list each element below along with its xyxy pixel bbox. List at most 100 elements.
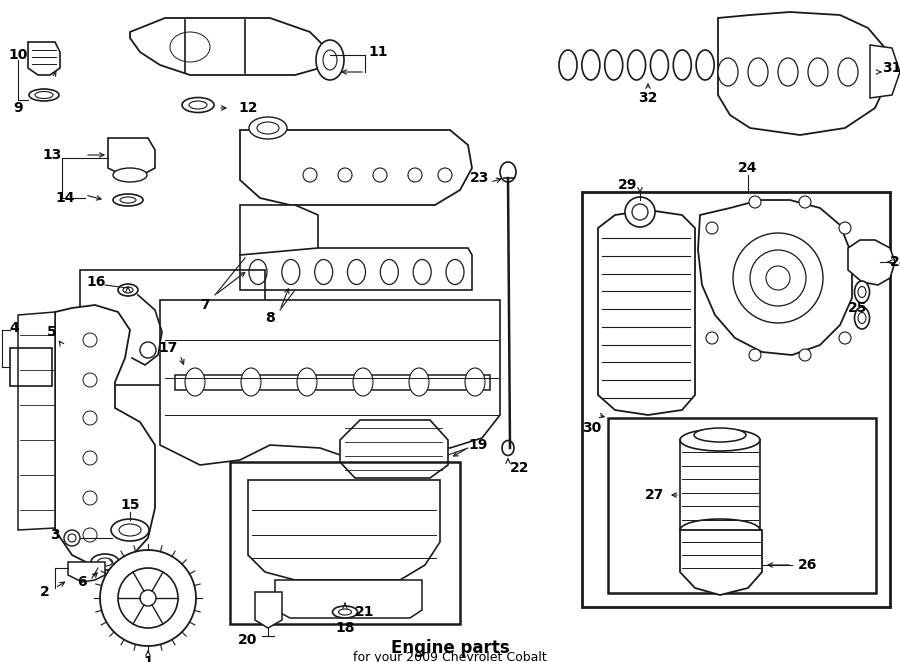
Bar [230, 462, 460, 624]
Ellipse shape [627, 50, 645, 80]
Ellipse shape [282, 260, 300, 285]
Ellipse shape [559, 50, 577, 80]
Polygon shape [255, 592, 282, 628]
Ellipse shape [97, 558, 112, 566]
Text: 5: 5 [47, 325, 57, 339]
Text: 2: 2 [40, 585, 50, 599]
Text: 20: 20 [238, 633, 257, 647]
Ellipse shape [719, 50, 737, 80]
Polygon shape [718, 12, 888, 135]
Ellipse shape [316, 40, 344, 80]
Ellipse shape [854, 307, 869, 329]
Text: 8: 8 [266, 311, 274, 325]
Circle shape [100, 550, 196, 646]
Ellipse shape [353, 368, 373, 396]
Polygon shape [240, 248, 472, 290]
Text: 27: 27 [645, 488, 665, 502]
Circle shape [83, 451, 97, 465]
Circle shape [839, 332, 851, 344]
Ellipse shape [338, 609, 352, 615]
Bar [608, 418, 876, 593]
Ellipse shape [347, 260, 365, 285]
Ellipse shape [249, 260, 267, 285]
Ellipse shape [582, 50, 600, 80]
Ellipse shape [694, 428, 746, 442]
Circle shape [83, 491, 97, 505]
Ellipse shape [189, 101, 207, 109]
Text: 1: 1 [143, 655, 153, 662]
Ellipse shape [332, 606, 357, 618]
Ellipse shape [297, 368, 317, 396]
Polygon shape [275, 580, 422, 618]
Ellipse shape [182, 97, 214, 113]
Ellipse shape [502, 440, 514, 455]
Circle shape [766, 266, 790, 290]
Ellipse shape [465, 368, 485, 396]
Ellipse shape [748, 58, 768, 86]
Text: 15: 15 [121, 498, 140, 512]
Ellipse shape [680, 429, 760, 451]
Circle shape [373, 168, 387, 182]
Circle shape [118, 568, 178, 628]
Text: 16: 16 [86, 275, 105, 289]
Text: 10: 10 [8, 48, 28, 62]
Polygon shape [108, 138, 155, 175]
Circle shape [799, 196, 811, 208]
Ellipse shape [123, 287, 133, 293]
Bar [582, 192, 890, 607]
Polygon shape [248, 480, 440, 580]
Ellipse shape [170, 32, 210, 62]
Text: 22: 22 [510, 461, 530, 475]
Polygon shape [55, 305, 155, 568]
Polygon shape [848, 240, 895, 285]
Polygon shape [340, 420, 448, 478]
Text: 31: 31 [882, 61, 900, 75]
Polygon shape [240, 205, 318, 272]
Polygon shape [240, 130, 472, 205]
Bar [80, 270, 265, 385]
Ellipse shape [257, 122, 279, 134]
Text: 13: 13 [42, 148, 62, 162]
Circle shape [632, 204, 648, 220]
Circle shape [64, 530, 80, 546]
Circle shape [83, 373, 97, 387]
Circle shape [338, 168, 352, 182]
Text: 23: 23 [471, 171, 490, 185]
Ellipse shape [249, 117, 287, 139]
Text: 11: 11 [368, 45, 388, 59]
Bar [10, 348, 52, 386]
Ellipse shape [185, 368, 205, 396]
Text: 12: 12 [238, 101, 257, 115]
Ellipse shape [35, 91, 53, 99]
Ellipse shape [673, 50, 691, 80]
Circle shape [83, 333, 97, 347]
Circle shape [750, 250, 806, 306]
Text: 9: 9 [14, 101, 22, 115]
Text: 3: 3 [50, 528, 59, 542]
Text: 21: 21 [356, 605, 374, 619]
Ellipse shape [838, 58, 858, 86]
Text: 17: 17 [158, 341, 177, 355]
Ellipse shape [323, 50, 337, 70]
Ellipse shape [778, 58, 798, 86]
Circle shape [625, 197, 655, 227]
Circle shape [706, 222, 718, 234]
Ellipse shape [118, 284, 138, 296]
Circle shape [706, 332, 718, 344]
Ellipse shape [500, 162, 516, 182]
Ellipse shape [241, 368, 261, 396]
Polygon shape [18, 312, 55, 530]
Ellipse shape [605, 50, 623, 80]
Circle shape [303, 168, 317, 182]
Polygon shape [175, 375, 490, 390]
Text: 18: 18 [335, 621, 355, 635]
Circle shape [733, 233, 823, 323]
Circle shape [749, 349, 761, 361]
Text: 32: 32 [638, 91, 658, 105]
Text: 25: 25 [848, 301, 868, 315]
Ellipse shape [315, 260, 333, 285]
Circle shape [140, 342, 156, 358]
Polygon shape [598, 210, 695, 415]
Ellipse shape [858, 287, 866, 297]
Ellipse shape [696, 50, 714, 80]
